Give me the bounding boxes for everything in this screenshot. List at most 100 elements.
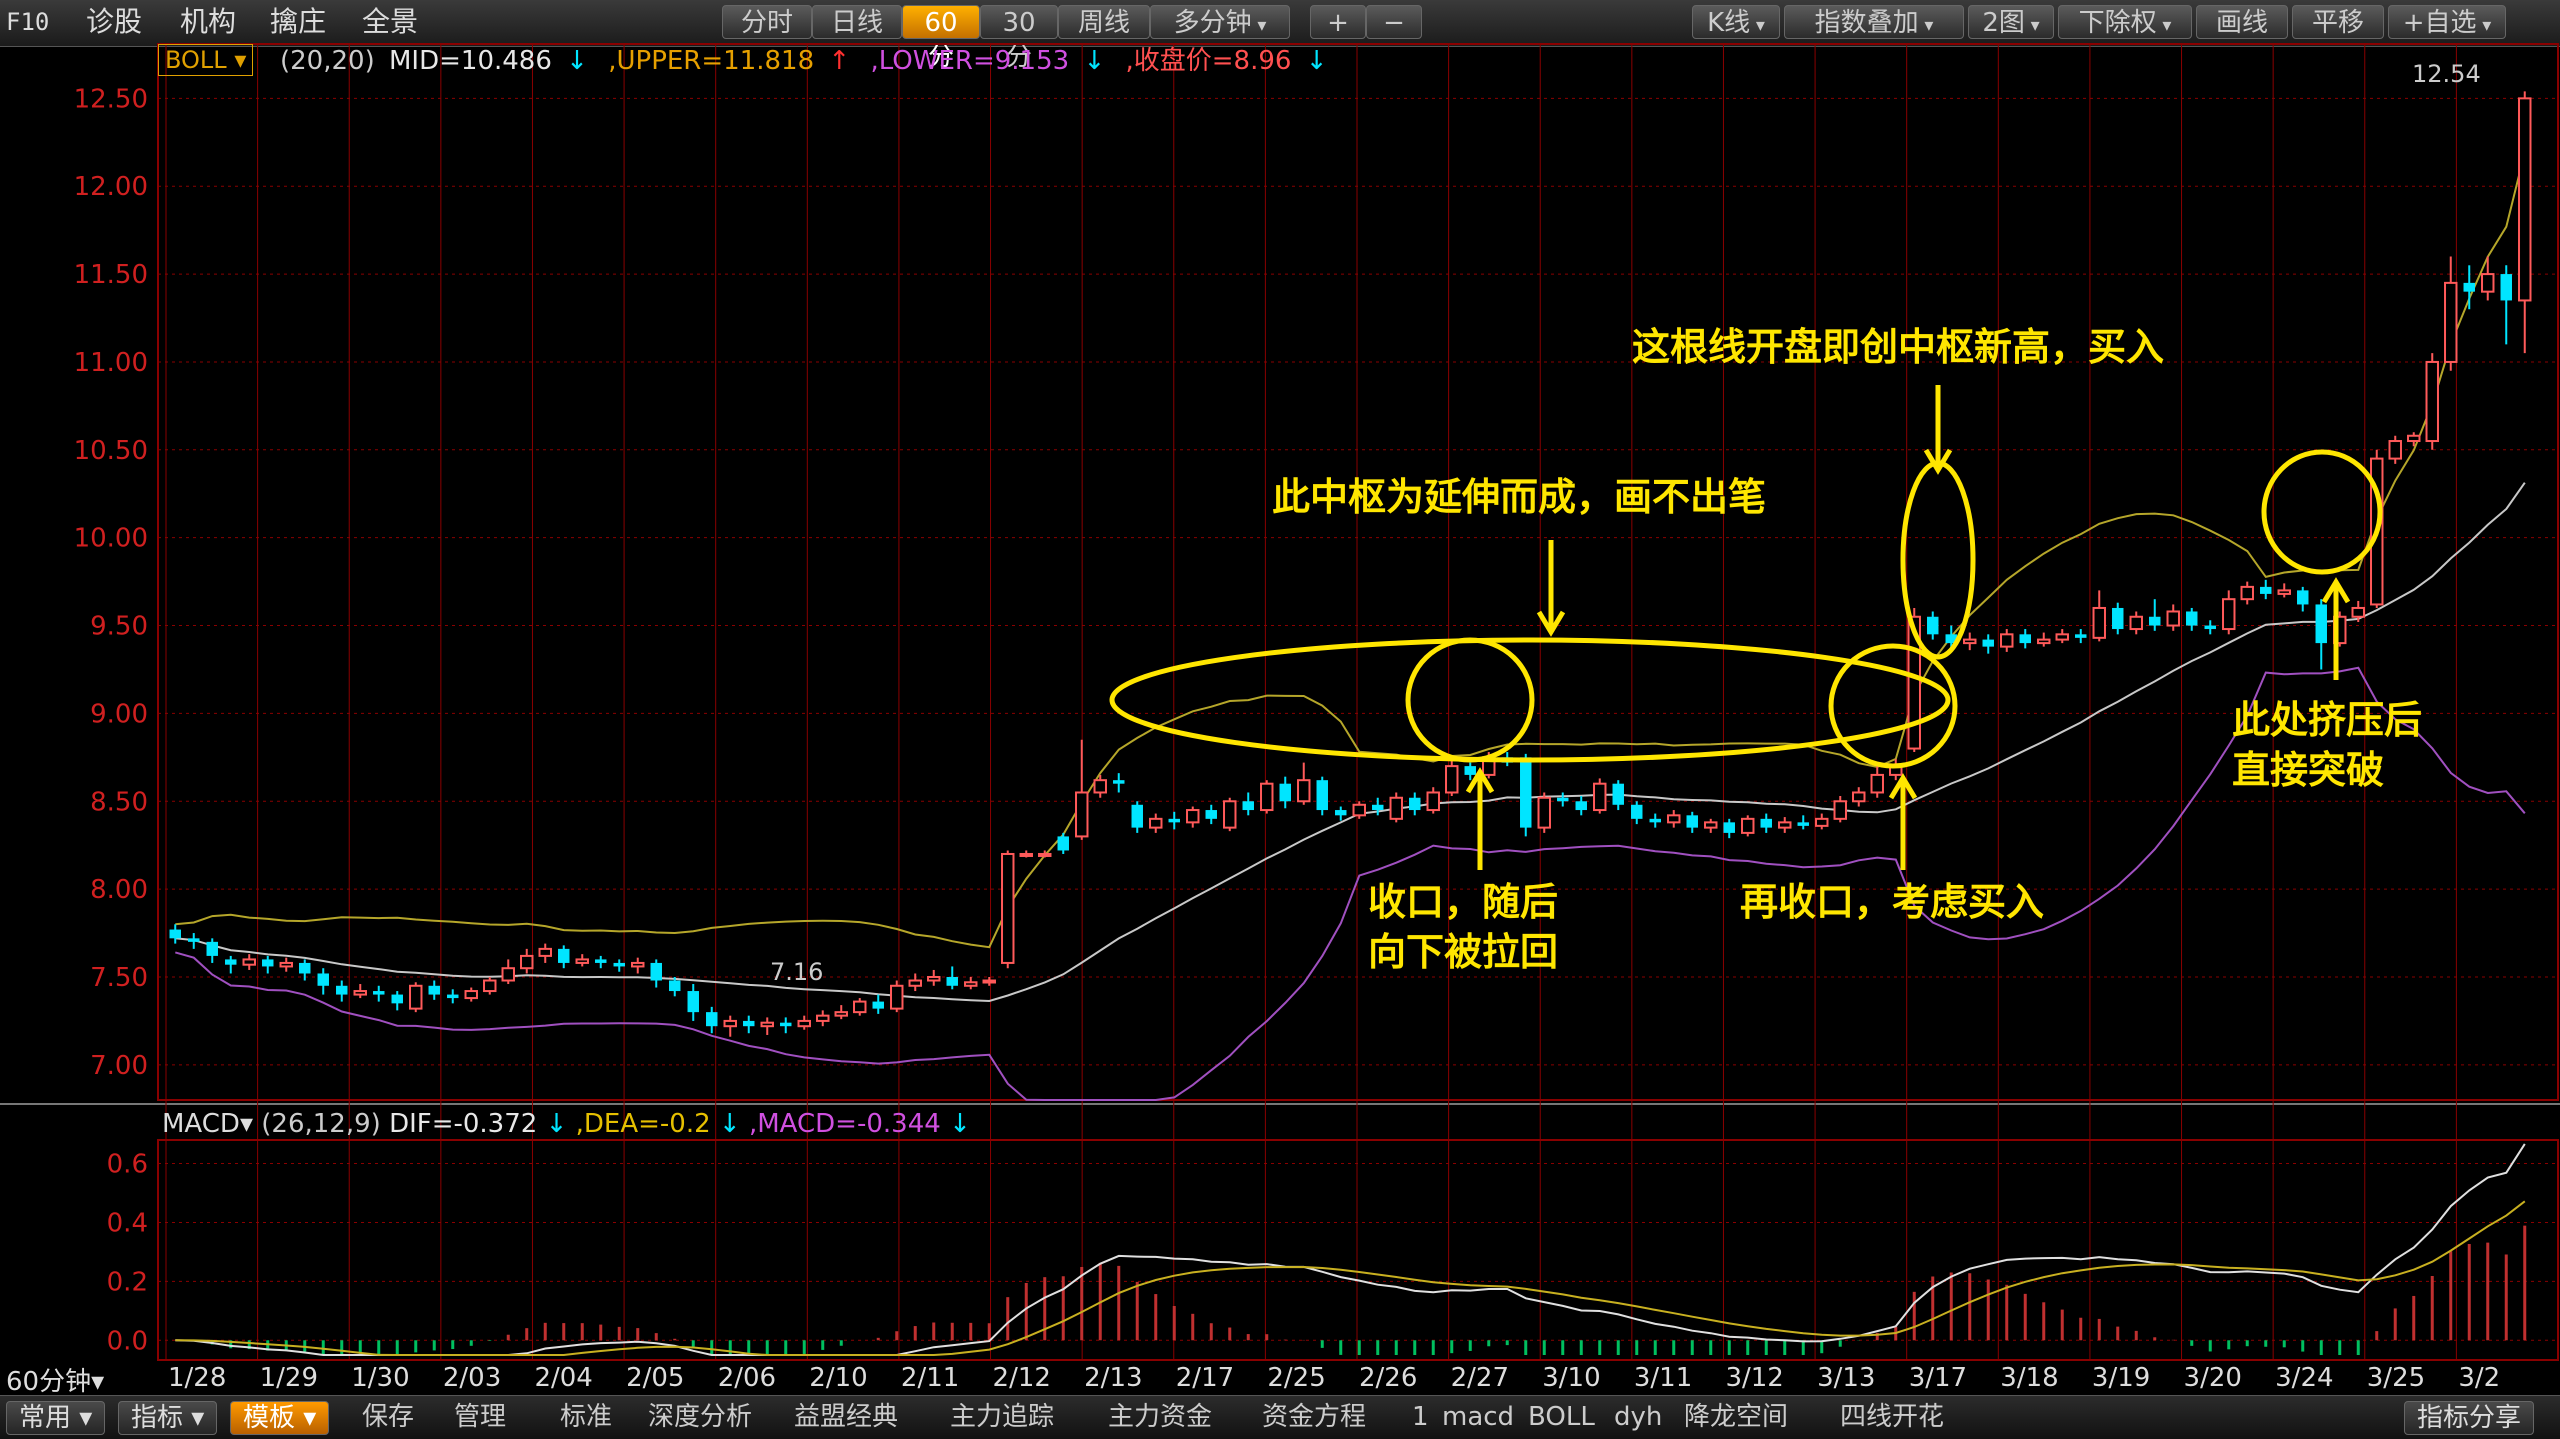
period-tab-30min[interactable]: 30分 <box>980 5 1058 72</box>
candle-body <box>2463 282 2475 292</box>
f10-button[interactable]: F10 <box>6 8 50 36</box>
arrow-to-pivot-top-head <box>1536 610 1566 637</box>
period-tab-fenshi[interactable]: 分时 <box>722 5 812 39</box>
template-main-tracking[interactable]: 主力追踪 <box>950 1402 1055 1432</box>
candle-body <box>1631 804 1643 819</box>
toolbar-item-zhengu[interactable]: 诊股 <box>86 5 143 38</box>
price-pane-frame <box>157 43 2559 1101</box>
candle-body <box>2260 586 2272 594</box>
watchlist-dropdown[interactable]: +自选 <box>2388 5 2506 39</box>
candle-body <box>538 947 552 957</box>
period-tab-60min[interactable]: 60分 <box>902 5 980 72</box>
template-four-lines[interactable]: 四线开花 <box>1840 1402 1945 1432</box>
draw-line-button[interactable]: 画线 <box>2196 5 2288 39</box>
template-dyh[interactable]: dyh <box>1614 1402 1663 1432</box>
date-label: 2/06 <box>717 1363 777 1393</box>
manage-template-button[interactable]: 管理 <box>454 1402 507 1432</box>
candle-body <box>797 1019 811 1028</box>
candle-body <box>1409 797 1421 811</box>
arrow-to-squeeze-1-head <box>1465 767 1495 794</box>
period-label[interactable]: 60分钟▾ <box>6 1367 105 1397</box>
zoom-in-button[interactable]: + <box>1310 5 1366 39</box>
indicator-share-button[interactable]: 指标分享 <box>2404 1401 2535 1435</box>
date-label: 3/13 <box>1817 1363 1876 1393</box>
candle-body <box>2388 440 2402 460</box>
template-main-funds[interactable]: 主力资金 <box>1108 1402 1213 1432</box>
macd-dea: ,DEA=-0.2 ↓ <box>575 1109 741 1139</box>
save-template-button[interactable]: 保存 <box>362 1402 415 1432</box>
template-xianglong-space[interactable]: 降龙空间 <box>1684 1402 1789 1432</box>
candle-body <box>447 994 459 999</box>
annotation-buy-new-high: 这根线开盘即创中枢新高，买入 <box>1632 325 2165 369</box>
boll-indicator-button[interactable]: BOLL ▾ <box>158 44 254 76</box>
bollinger-bands <box>175 151 2526 1101</box>
template-macd[interactable]: macd <box>1442 1402 1515 1432</box>
squeeze-circle-1 <box>1405 637 1535 763</box>
toolbar-item-qinzhuang[interactable]: 擒庄 <box>270 5 327 38</box>
candle-body <box>1426 791 1440 812</box>
template-deep-analysis[interactable]: 深度分析 <box>648 1402 753 1432</box>
candle-body <box>520 954 534 970</box>
candle-body <box>2222 598 2236 631</box>
index-overlay-dropdown[interactable]: 指数叠加 <box>1784 5 1964 39</box>
period-tab-multi-minute[interactable]: 多分钟 <box>1150 5 1290 39</box>
macd-indicator-button[interactable]: MACD▾ <box>162 1109 253 1139</box>
kline-type-dropdown[interactable]: K线 <box>1692 5 1780 39</box>
squeeze-circle-2 <box>1828 643 1958 769</box>
template-dropdown[interactable]: 模板 ▾ <box>230 1401 330 1435</box>
candle-body <box>650 962 662 981</box>
candle-body <box>613 962 625 967</box>
period-tab-week[interactable]: 周线 <box>1058 5 1150 39</box>
date-label: 2/10 <box>809 1363 868 1393</box>
price-tick-label: 9.50 <box>90 612 148 642</box>
arrow-to-squeeze-3-head <box>2321 577 2351 604</box>
macd-tick-label: 0.6 <box>107 1150 148 1180</box>
candle-body <box>336 985 348 995</box>
candle-body <box>1464 766 1476 775</box>
date-label: 3/17 <box>1908 1363 1968 1393</box>
toolbar-item-quanjing[interactable]: 全景 <box>362 5 419 38</box>
candle-body <box>2204 625 2216 630</box>
annotation-overlays <box>1109 385 2383 870</box>
macd-tick-label: 0.2 <box>107 1267 148 1297</box>
boll-info-line: (20,20) MID=10.486 ↓ ,UPPER=11.818 ↑ ,LO… <box>280 44 1340 78</box>
macd-dif-line <box>175 1143 2526 1356</box>
candle-body <box>1205 810 1217 819</box>
candlesticks <box>169 91 2532 1037</box>
pan-button[interactable]: 平移 <box>2292 5 2384 39</box>
candle-body <box>558 948 570 963</box>
date-label: 3/2 <box>2458 1363 2501 1393</box>
date-label: 1/28 <box>168 1363 227 1393</box>
toolbar-item-jigou[interactable]: 机构 <box>180 5 237 38</box>
template-boll[interactable]: BOLL <box>1528 1402 1595 1432</box>
date-label: 2/17 <box>1175 1363 1235 1393</box>
candle-body <box>1778 821 1792 829</box>
candle-body <box>2444 281 2458 363</box>
candle-body <box>1113 780 1125 784</box>
zoom-out-button[interactable]: − <box>1366 5 1422 39</box>
date-label: 2/26 <box>1359 1363 1418 1393</box>
template-funds-equation[interactable]: 资金方程 <box>1262 1402 1367 1432</box>
template-yimeng-classic[interactable]: 益盟经典 <box>794 1402 899 1432</box>
candle-body <box>1649 818 1661 823</box>
template-standard[interactable]: 标准 <box>560 1402 613 1432</box>
candle-body <box>834 1011 848 1017</box>
date-label: 3/12 <box>1725 1363 1784 1393</box>
macd-dea-line <box>175 1200 2526 1356</box>
candle-body <box>1704 821 1718 829</box>
indicator-dropdown[interactable]: 指标 ▾ <box>118 1401 218 1435</box>
two-chart-dropdown[interactable]: 2图 <box>1968 5 2054 39</box>
price-tick-label: 9.00 <box>90 699 148 729</box>
common-dropdown[interactable]: 常用 ▾ <box>6 1401 106 1435</box>
chart-grid <box>0 43 2560 1361</box>
candle-body <box>1575 801 1587 811</box>
candle-body <box>964 981 978 987</box>
candle-body <box>982 979 996 984</box>
exright-dropdown[interactable]: 下除权 <box>2058 5 2192 39</box>
candle-body <box>373 991 385 995</box>
period-tab-day[interactable]: 日线 <box>812 5 902 39</box>
candle-body <box>2037 638 2051 645</box>
candle-body <box>780 1022 792 1027</box>
template-1[interactable]: 1 <box>1412 1402 1429 1432</box>
